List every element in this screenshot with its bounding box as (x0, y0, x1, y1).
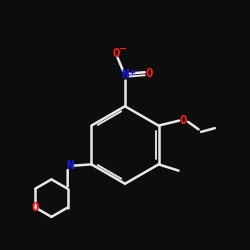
Text: N: N (66, 159, 74, 172)
Text: O: O (112, 47, 120, 60)
Text: O: O (180, 114, 187, 127)
Text: +: + (128, 68, 135, 77)
Text: N: N (121, 68, 129, 82)
Text: O: O (145, 67, 152, 80)
Text: O: O (32, 201, 39, 214)
Text: −: − (119, 44, 127, 54)
